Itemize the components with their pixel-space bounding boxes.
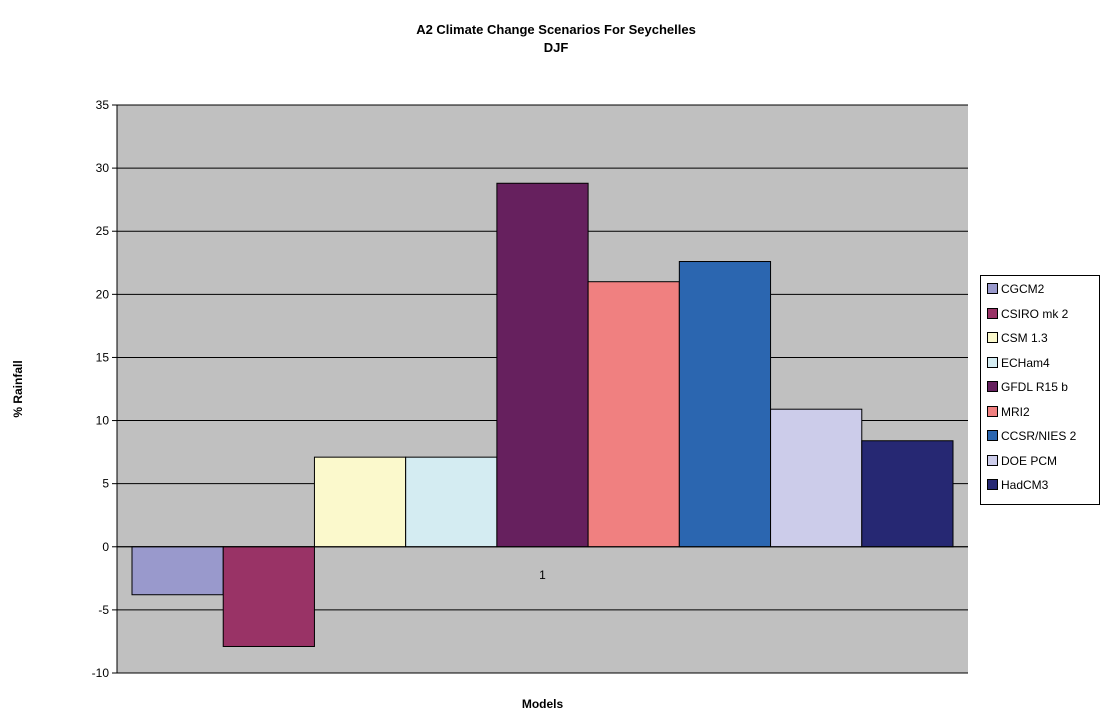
bar-echam4: [405, 456, 498, 548]
legend-label: MRI2: [1001, 404, 1030, 419]
bar-mri2: [587, 281, 680, 548]
legend-label: CSM 1.3: [1001, 331, 1048, 345]
x-category-label: 1: [539, 568, 546, 582]
bar-csm-1-3: [313, 456, 407, 548]
y-tick-label: -5: [98, 603, 109, 617]
y-tick-label: -10: [92, 666, 110, 680]
legend-swatch: [987, 307, 998, 319]
bar-cgcm2: [131, 546, 224, 596]
legend-label: HadCM3: [1001, 478, 1049, 492]
y-tick-label: 20: [96, 287, 110, 301]
bar-ccsr-nies-2: [678, 261, 772, 548]
legend-swatch: [987, 430, 998, 441]
legend-item: CSM 1.3: [987, 331, 1048, 345]
y-tick-label: 35: [96, 98, 110, 112]
y-axis-title: % Rainfall: [11, 360, 25, 417]
y-tick-label: 15: [96, 350, 110, 364]
legend-swatch: [987, 479, 998, 490]
legend-item: CGCM2: [987, 282, 1044, 296]
legend-label: CCSR/NIES 2: [1001, 429, 1077, 443]
legend-item: HadCM3: [987, 478, 1048, 492]
legend-label: CGCM2: [1001, 282, 1045, 296]
chart-subtitle: DJF: [543, 40, 569, 55]
legend-swatch: [987, 332, 998, 343]
y-tick-label: 30: [96, 161, 110, 175]
bar-hadcm3: [861, 440, 954, 548]
legend: CGCM2 CSIRO mk 2 CSM 1.3 ECHam4 GFDL R15 b MR…: [980, 275, 1100, 505]
legend-swatch: [987, 454, 998, 466]
y-tick-label: 10: [96, 414, 110, 428]
legend-item: GFDL R15 b: [987, 380, 1068, 394]
x-axis-title: Models: [522, 697, 564, 711]
legend-swatch: [987, 356, 998, 368]
legend-swatch: [987, 283, 998, 294]
legend-item: CCSR/NIES 2: [987, 429, 1076, 443]
bar-doe-pcm: [770, 408, 863, 548]
legend-label: GFDL R15 b: [1001, 380, 1068, 394]
y-tick-label: 25: [96, 224, 110, 238]
legend-label: ECHam4: [1001, 355, 1050, 370]
y-tick-label: 5: [102, 477, 109, 491]
legend-item: ECHam4: [987, 356, 1050, 370]
bar-gfdl-r15-b: [496, 182, 589, 548]
bar-csiro-mk-2: [222, 546, 315, 647]
legend-item: DOE PCM: [987, 454, 1057, 468]
y-tick-label: 0: [102, 540, 109, 554]
legend-swatch: [987, 381, 998, 392]
legend-item: MRI2: [987, 405, 1030, 419]
legend-item: CSIRO mk 2: [987, 307, 1068, 321]
legend-swatch: [987, 405, 998, 417]
chart-title: A2 Climate Change Scenarios For Seychell…: [416, 22, 696, 37]
legend-label: DOE PCM: [1001, 453, 1058, 468]
legend-label: CSIRO mk 2: [1001, 306, 1069, 321]
